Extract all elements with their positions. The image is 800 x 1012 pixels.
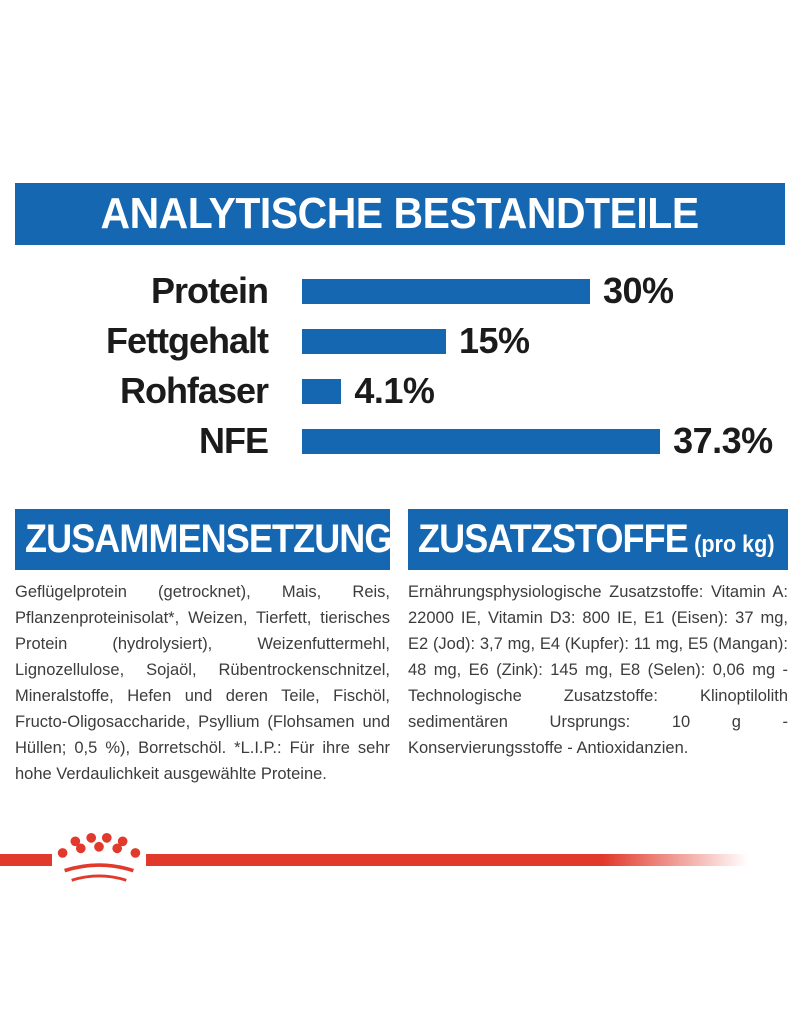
royal-canin-crown-icon [57, 833, 141, 882]
chart-row: Rohfaser 4.1% [15, 366, 785, 416]
additives-title-suffix: (pro kg) [694, 531, 775, 558]
chart-row: Protein 30% [15, 266, 785, 316]
chart-category-label: Protein [150, 270, 269, 311]
additives-section: ZUSATZSTOFFE (pro kg) Ernährungsphysiolo… [408, 509, 788, 787]
chart-value-label: 37.3% [673, 420, 773, 461]
analytical-header-band: ANALYTISCHE BESTANDTEILE [15, 183, 785, 245]
chart-value-label: 15% [459, 320, 530, 361]
composition-header-band: ZUSAMMENSETZUNG [15, 509, 392, 570]
chart-row: NFE 37.3% [15, 416, 785, 466]
divider-line-right [146, 854, 748, 866]
composition-text: Geflügelprotein (getrocknet), Mais, Reis… [15, 583, 390, 783]
composition-section: ZUSAMMENSETZUNG Geflügelprotein (getrock… [15, 509, 392, 787]
chart-row: Fettgehalt 15% [15, 316, 785, 366]
chart-value-label: 30% [603, 270, 674, 311]
additives-title: ZUSATZSTOFFE [418, 517, 689, 561]
chart-bar [302, 378, 342, 404]
info-columns: ZUSAMMENSETZUNG Geflügelprotein (getrock… [15, 509, 788, 787]
chart-bar [302, 278, 590, 304]
chart-bar [302, 328, 446, 354]
chart-category-label: Rohfaser [119, 370, 269, 411]
additives-header-band: ZUSATZSTOFFE (pro kg) [408, 509, 788, 570]
additives-text: Ernährungsphysiologische Zusatzstoffe: V… [408, 583, 788, 757]
composition-title: ZUSAMMENSETZUNG [25, 517, 392, 561]
analytical-title: ANALYTISCHE BESTANDTEILE [100, 189, 700, 238]
chart-category-label: NFE [199, 420, 269, 461]
additives-title-wrap: ZUSATZSTOFFE (pro kg) [418, 517, 775, 562]
composition-title-wrap: ZUSAMMENSETZUNG [25, 517, 392, 562]
chart-category-label: Fettgehalt [105, 320, 269, 361]
chart-value-label: 4.1% [354, 370, 435, 411]
chart-bar [302, 428, 661, 454]
analytical-bar-chart: Protein 30% Fettgehalt 15% Rohfaser 4.1% NFE 37… [15, 266, 785, 466]
divider-line-left [0, 854, 52, 866]
